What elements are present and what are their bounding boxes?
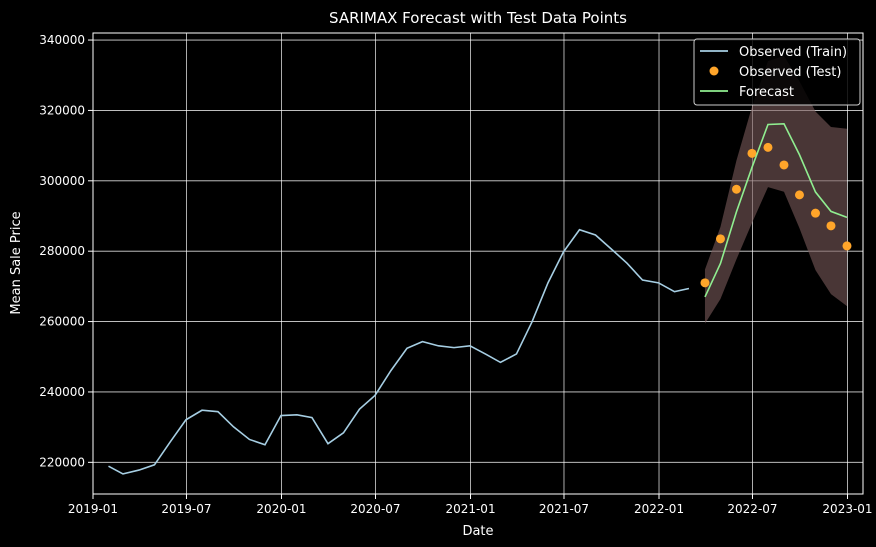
legend-label: Forecast [739,85,794,100]
x-tick-label: 2022-07 [727,502,777,516]
chart-title: SARIMAX Forecast with Test Data Points [329,9,627,27]
y-tick-label: 260000 [39,315,85,329]
x-axis-title: Date [462,524,493,539]
y-tick-label: 280000 [39,244,85,258]
data-point-observed-test [826,221,836,231]
x-tick-label: 2021-01 [445,502,495,516]
data-point-observed-test [842,241,852,251]
y-axis: 220000 240000 260000 280000 300000 320000 3400… [39,33,93,469]
data-point-observed-test [810,208,820,218]
y-tick-label: 320000 [39,103,85,117]
confidence-band-area [704,55,847,324]
confidence-band [704,55,847,324]
data-point-observed-test [700,278,710,288]
data-point-observed-test [715,234,725,244]
legend-swatch-marker [709,66,719,76]
data-point-observed-test [731,184,741,194]
legend-label: Observed (Train) [739,45,847,60]
x-tick-label: 2022-01 [634,502,684,516]
x-tick-label: 2019-07 [161,502,211,516]
data-point-observed-test [779,160,789,170]
y-tick-label: 240000 [39,385,85,399]
y-tick-label: 340000 [39,33,85,47]
x-tick-label: 2020-01 [256,502,306,516]
series-line-observed-train [108,228,690,475]
y-tick-label: 220000 [39,455,85,469]
legend-label: Observed (Test) [739,65,841,80]
series-line-forecast [704,122,848,298]
series [108,122,852,475]
x-tick-label: 2020-07 [350,502,400,516]
legend-box [693,38,861,106]
x-tick-label: 2021-07 [539,502,589,516]
data-point-observed-test [794,190,804,200]
x-tick-label: 2023-01 [822,502,872,516]
x-axis: 2019-01 2019-07 2020-01 2020-07 2021-01 2021-… [68,494,873,516]
y-tick-label: 300000 [39,174,85,188]
data-point-observed-test [747,148,757,158]
plot-frame [92,32,864,495]
legend: Observed (Train) Observed (Test) Forecast [693,38,861,106]
y-axis-title: Mean Sale Price [9,211,24,314]
x-tick-label: 2019-01 [68,502,118,516]
data-point-observed-test [763,142,773,152]
